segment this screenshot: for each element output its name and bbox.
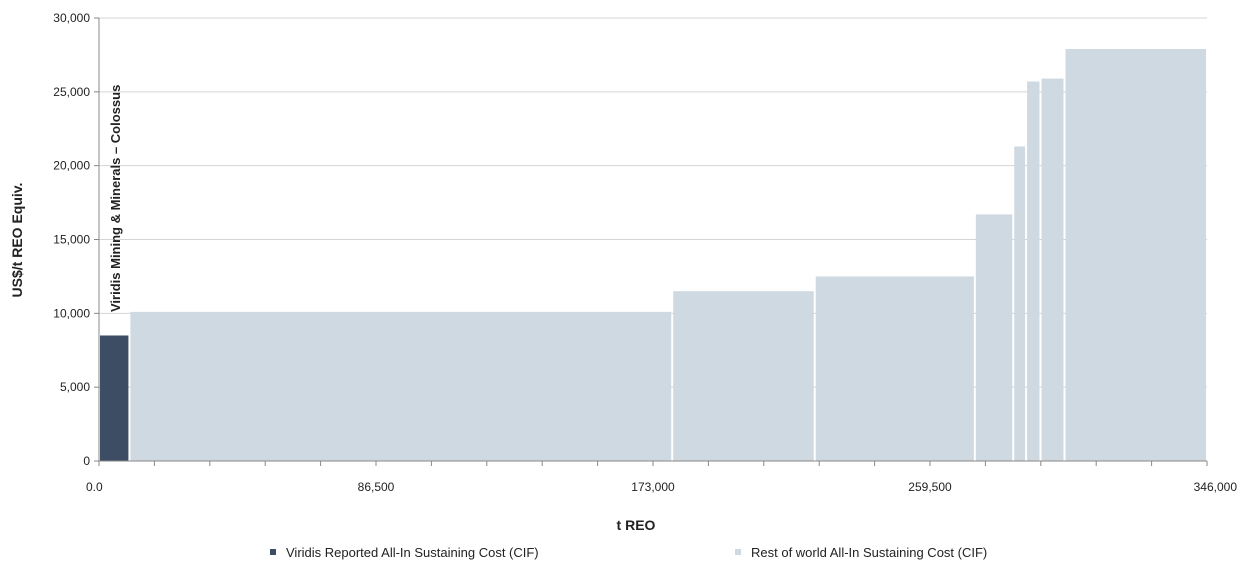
y-tick-labels: 0 5,000 10,000 15,000 20,000 25,000 30,000 (53, 11, 90, 468)
bar-rest-of-world (815, 276, 974, 461)
bar-viridis (100, 335, 129, 461)
axes (94, 17, 1208, 466)
bars (100, 49, 1206, 461)
y-tick-label: 10,000 (53, 306, 90, 320)
x-tick-label: 0.0 (86, 480, 103, 494)
y-tick-label: 20,000 (53, 159, 90, 173)
x-tick-label: 346,000 (1194, 480, 1238, 494)
x-tick-label: 86,500 (358, 480, 395, 494)
bar-rest-of-world (1041, 78, 1064, 461)
y-tick-label: 15,000 (53, 233, 90, 247)
bar-rest-of-world (1027, 81, 1040, 461)
legend: Viridis Reported All-In Sustaining Cost … (270, 545, 987, 560)
viridis-annotation: Viridis Mining & Minerals – Colossus (108, 85, 123, 312)
y-tick-label: 5,000 (60, 380, 90, 394)
y-axis-title: US$/t REO Equiv. (9, 183, 25, 298)
y-tick-label: 0 (83, 454, 90, 468)
bar-rest-of-world (130, 311, 672, 461)
legend-label-rest-of-world: Rest of world All-In Sustaining Cost (CI… (751, 545, 987, 560)
legend-label-viridis: Viridis Reported All-In Sustaining Cost … (286, 545, 539, 560)
x-axis-title: t REO (617, 517, 656, 533)
y-tick-label: 25,000 (53, 85, 90, 99)
bar-rest-of-world (975, 214, 1013, 461)
bar-rest-of-world (1065, 49, 1206, 461)
x-tick-labels: 0.0 86,500 173,000 259,500 346,000 (86, 480, 1237, 494)
legend-swatch-viridis (270, 549, 276, 555)
x-tick-label: 173,000 (631, 480, 675, 494)
legend-swatch-rest-of-world (735, 549, 741, 555)
y-tick-label: 30,000 (53, 11, 90, 25)
bar-rest-of-world (673, 291, 814, 461)
x-tick-label: 259,500 (908, 480, 952, 494)
bar-rest-of-world (1014, 146, 1026, 461)
